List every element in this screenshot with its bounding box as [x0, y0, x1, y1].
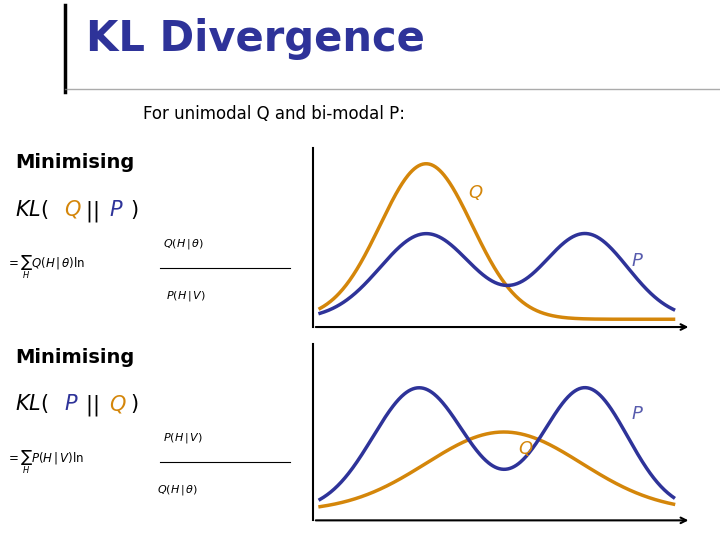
Text: KL Divergence: KL Divergence: [86, 18, 426, 60]
Text: Minimising: Minimising: [15, 348, 135, 367]
Text: Minimising: Minimising: [15, 153, 135, 172]
Text: $P(H\,|\,V)$: $P(H\,|\,V)$: [163, 431, 203, 445]
Text: $Q(H\,|\,\theta)$: $Q(H\,|\,\theta)$: [163, 237, 204, 251]
Text: $\mathit{KL(}$: $\mathit{KL(}$: [15, 393, 49, 415]
Text: $\mathit{)}$: $\mathit{)}$: [130, 198, 138, 221]
Text: $\mathit{P}$: $\mathit{P}$: [109, 200, 123, 220]
Text: For unimodal Q and bi-modal P:: For unimodal Q and bi-modal P:: [143, 105, 405, 123]
Text: $= \sum_{H} Q(H\,|\,\theta)\ln$: $= \sum_{H} Q(H\,|\,\theta)\ln$: [6, 254, 85, 281]
Text: P: P: [631, 405, 642, 423]
Text: $= \sum_{H} P(H\,|\,V)\ln$: $= \sum_{H} P(H\,|\,V)\ln$: [6, 448, 84, 476]
Text: P: P: [631, 252, 642, 270]
Text: $Q(H\,|\,\theta)$: $Q(H\,|\,\theta)$: [157, 483, 198, 497]
Text: Q: Q: [518, 440, 532, 458]
Text: $\mathit{P}$: $\mathit{P}$: [63, 394, 78, 414]
Text: $P(H\,|\,V)$: $P(H\,|\,V)$: [166, 288, 206, 302]
Text: $\mathit{Q}$: $\mathit{Q}$: [109, 393, 127, 415]
Text: $\mathit{KL(}$: $\mathit{KL(}$: [15, 198, 49, 221]
Text: $\mathit{)}$: $\mathit{)}$: [130, 393, 138, 415]
Text: $\mathit{||}$: $\mathit{||}$: [85, 199, 98, 224]
Text: $\mathit{Q}$: $\mathit{Q}$: [63, 199, 81, 220]
Text: $\mathit{||}$: $\mathit{||}$: [85, 393, 98, 418]
Text: Q: Q: [469, 184, 482, 202]
